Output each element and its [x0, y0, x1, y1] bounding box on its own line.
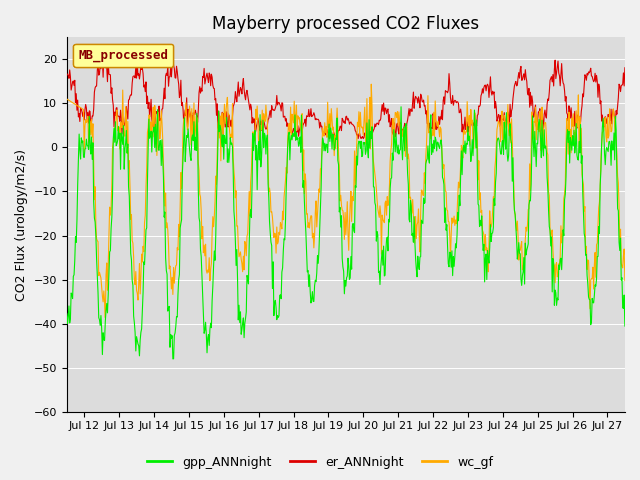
Legend: gpp_ANNnight, er_ANNnight, wc_gf: gpp_ANNnight, er_ANNnight, wc_gf [142, 451, 498, 474]
Title: Mayberry processed CO2 Fluxes: Mayberry processed CO2 Fluxes [212, 15, 479, 33]
Y-axis label: CO2 Flux (urology/m2/s): CO2 Flux (urology/m2/s) [15, 148, 28, 300]
Legend: MB_processed: MB_processed [73, 44, 173, 67]
